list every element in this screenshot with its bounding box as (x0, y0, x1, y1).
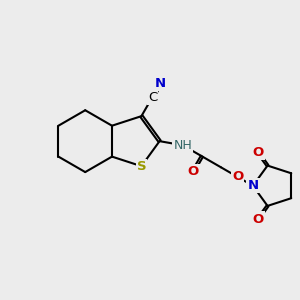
Text: O: O (252, 212, 264, 226)
Text: O: O (188, 165, 199, 178)
Text: C: C (148, 91, 157, 103)
Text: O: O (252, 146, 264, 159)
Text: O: O (232, 170, 243, 183)
Text: NH: NH (173, 139, 192, 152)
Text: S: S (136, 160, 146, 173)
Text: N: N (155, 76, 166, 89)
Text: N: N (247, 179, 259, 192)
